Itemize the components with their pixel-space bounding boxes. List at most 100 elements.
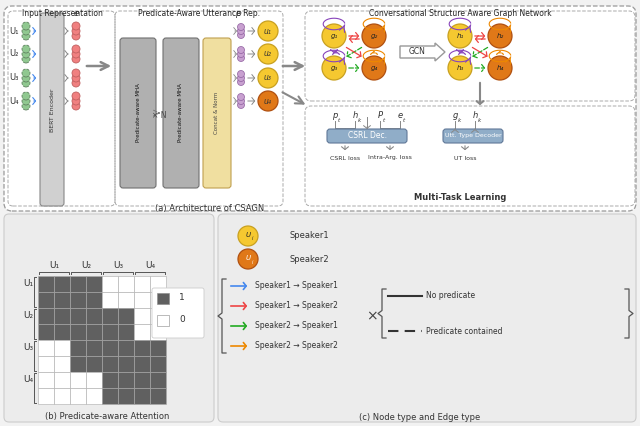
Text: U₄: U₄ <box>145 262 155 271</box>
Text: h₃: h₃ <box>456 65 463 71</box>
Text: Predicate-Aware Utterance Rep.: Predicate-Aware Utterance Rep. <box>138 9 260 17</box>
Circle shape <box>72 50 80 58</box>
Bar <box>118 356 134 372</box>
Text: u₄: u₄ <box>264 97 272 106</box>
Bar <box>102 276 118 292</box>
Text: U₃: U₃ <box>23 343 33 352</box>
FancyArrow shape <box>400 43 445 61</box>
Circle shape <box>72 32 80 40</box>
Bar <box>134 292 150 308</box>
Bar <box>102 308 118 324</box>
Bar <box>118 324 134 340</box>
Bar <box>86 308 102 324</box>
Bar <box>150 292 166 308</box>
Bar <box>70 324 86 340</box>
Text: × N: × N <box>152 112 166 121</box>
Bar <box>70 276 86 292</box>
Circle shape <box>237 51 244 58</box>
Bar <box>54 388 70 404</box>
Bar <box>38 388 54 404</box>
Text: u₃: u₃ <box>264 74 272 83</box>
Circle shape <box>258 91 278 111</box>
Bar <box>150 308 166 324</box>
Circle shape <box>72 45 80 53</box>
Bar <box>70 372 86 388</box>
Text: Utt. Type Decoder: Utt. Type Decoder <box>445 133 501 138</box>
Text: k: k <box>458 118 461 123</box>
Text: (c) Node type and Edge type: (c) Node type and Edge type <box>360 412 481 421</box>
Bar <box>38 308 54 324</box>
Circle shape <box>488 56 512 80</box>
Circle shape <box>22 22 30 30</box>
Text: U₂: U₂ <box>10 49 19 58</box>
Text: e: e <box>73 9 79 17</box>
FancyBboxPatch shape <box>152 288 204 338</box>
Bar <box>86 356 102 372</box>
FancyBboxPatch shape <box>120 38 156 188</box>
Bar <box>150 372 166 388</box>
Bar <box>54 372 70 388</box>
Bar <box>118 340 134 356</box>
Bar <box>150 388 166 404</box>
Text: g₃: g₃ <box>330 65 338 71</box>
FancyBboxPatch shape <box>203 38 231 188</box>
Circle shape <box>22 97 30 105</box>
Circle shape <box>362 24 386 48</box>
Bar <box>134 276 150 292</box>
Text: t: t <box>403 118 405 123</box>
Text: U: U <box>245 255 251 261</box>
Text: U₃: U₃ <box>10 74 19 83</box>
Bar <box>38 324 54 340</box>
FancyBboxPatch shape <box>4 6 636 211</box>
Bar <box>118 308 134 324</box>
Text: p: p <box>235 9 241 17</box>
Text: Speaker1 → Speaker1: Speaker1 → Speaker1 <box>255 282 338 291</box>
Circle shape <box>448 56 472 80</box>
Bar <box>134 308 150 324</box>
Text: k: k <box>357 118 360 123</box>
Circle shape <box>72 55 80 63</box>
Bar <box>38 372 54 388</box>
Circle shape <box>488 24 512 48</box>
Bar <box>157 315 169 326</box>
Text: (b) Predicate-aware Attention: (b) Predicate-aware Attention <box>45 412 169 421</box>
Text: U₂: U₂ <box>81 262 91 271</box>
Bar <box>134 340 150 356</box>
Text: u₁: u₁ <box>264 26 272 35</box>
Bar <box>150 276 166 292</box>
Text: Input Representation: Input Representation <box>22 9 102 17</box>
Text: P: P <box>378 112 383 121</box>
FancyBboxPatch shape <box>218 214 636 422</box>
Bar <box>70 388 86 404</box>
Text: h: h <box>472 112 477 121</box>
Bar <box>157 293 169 304</box>
Text: 0: 0 <box>179 316 185 325</box>
Bar <box>86 324 102 340</box>
Text: t: t <box>383 118 385 123</box>
Bar <box>70 308 86 324</box>
FancyBboxPatch shape <box>163 38 199 188</box>
Text: U₄: U₄ <box>23 375 33 385</box>
Text: h₂: h₂ <box>497 33 504 39</box>
Bar <box>134 324 150 340</box>
Bar <box>54 356 70 372</box>
Circle shape <box>22 55 30 63</box>
Bar <box>86 372 102 388</box>
Bar <box>38 356 54 372</box>
Circle shape <box>237 28 244 35</box>
Circle shape <box>258 44 278 64</box>
Circle shape <box>72 69 80 77</box>
Text: g₂: g₂ <box>371 33 378 39</box>
Circle shape <box>237 98 244 104</box>
Text: i: i <box>252 259 253 265</box>
Circle shape <box>72 97 80 105</box>
Bar <box>102 324 118 340</box>
Text: U₃: U₃ <box>113 262 123 271</box>
FancyBboxPatch shape <box>327 129 407 143</box>
Bar <box>38 292 54 308</box>
Text: Speaker2 → Speaker1: Speaker2 → Speaker1 <box>255 322 338 331</box>
Bar <box>150 324 166 340</box>
Bar <box>70 340 86 356</box>
Bar <box>118 388 134 404</box>
Circle shape <box>22 74 30 82</box>
